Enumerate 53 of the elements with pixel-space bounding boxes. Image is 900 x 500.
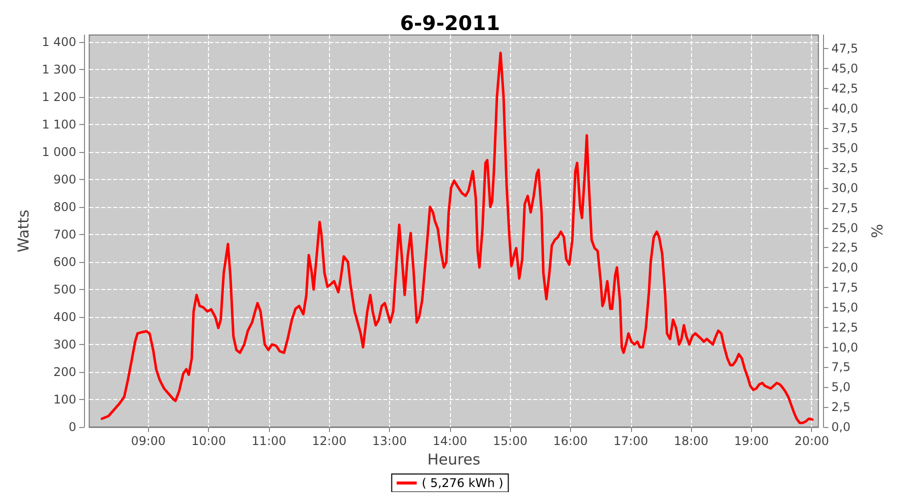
y2-tick-label: 10,0 — [831, 340, 858, 354]
y2-tick-label: 0,0 — [831, 420, 850, 434]
y2-tick-label: 25,0 — [831, 220, 858, 235]
x-tick-label: 12:00 — [312, 434, 347, 448]
y2-tick-label: 5,0 — [831, 380, 850, 394]
x-tick-label: 13:00 — [372, 434, 407, 448]
y2-tick-label: 27,5 — [831, 200, 858, 215]
y2-tick-label: 2,5 — [831, 400, 850, 414]
y2-tick-label: 22,5 — [831, 240, 858, 255]
y2-tick-label: 45,0 — [831, 61, 858, 76]
x-tick-label: 20:00 — [794, 434, 830, 448]
chart-title: 6-9-2011 — [400, 11, 500, 35]
x-tick-label: 11:00 — [252, 434, 286, 448]
y2-tick-label: 47,5 — [831, 42, 858, 56]
y2-tick-label: 12,5 — [831, 320, 858, 334]
y2-tick-label: 17,5 — [831, 280, 858, 295]
x-tick-label: 17:00 — [614, 434, 648, 448]
y-axis-title: Watts — [14, 210, 32, 252]
y-tick-label: 200 — [53, 364, 76, 379]
line-series — [100, 52, 814, 424]
y2-tick-label: 7,5 — [831, 360, 850, 374]
y2-tick-label: 35,0 — [831, 141, 858, 156]
y-tick-label: 1 100 — [42, 117, 76, 132]
legend-label: ( 5,276 kWh ) — [422, 476, 504, 490]
y2-tick-label: 42,5 — [831, 81, 858, 96]
y-tick-label: 100 — [53, 392, 76, 406]
y2-axis-title: % — [868, 224, 886, 238]
x-tick-label: 15:00 — [492, 434, 528, 448]
y2-tick-label: 20,0 — [831, 260, 858, 275]
y-tick-label: 400 — [53, 310, 76, 324]
y-tick-label: 1 400 — [42, 34, 76, 49]
y-tick-label: 1 000 — [42, 144, 76, 159]
y-tick-label: 900 — [53, 172, 76, 186]
y-tick-label: 600 — [53, 254, 76, 269]
y2-tick-label: 37,5 — [831, 121, 858, 136]
x-tick-label: 10:00 — [191, 434, 226, 448]
y2-tick-label: 30,0 — [831, 180, 858, 195]
x-tick-label: 18:00 — [674, 434, 708, 448]
y-tick-label: 300 — [53, 337, 76, 352]
y-tick-label: 1 200 — [42, 90, 76, 104]
x-tick-label: 19:00 — [734, 434, 769, 448]
y2-tick-label: 15,0 — [831, 300, 858, 314]
x-tick-label: 09:00 — [131, 434, 166, 448]
x-tick-label: 14:00 — [432, 434, 468, 448]
y-tick-label: 500 — [53, 282, 76, 296]
y-tick-label: 700 — [53, 227, 76, 242]
x-tick-label: 16:00 — [553, 434, 588, 448]
y-tick-label: 1 300 — [42, 62, 76, 76]
y2-tick-label: 40,0 — [831, 101, 858, 116]
y-tick-label: 800 — [53, 200, 76, 214]
y2-tick-label: 32,5 — [831, 161, 858, 176]
x-axis-title: Heures — [427, 450, 480, 468]
y-tick-label: 0 — [68, 420, 76, 434]
